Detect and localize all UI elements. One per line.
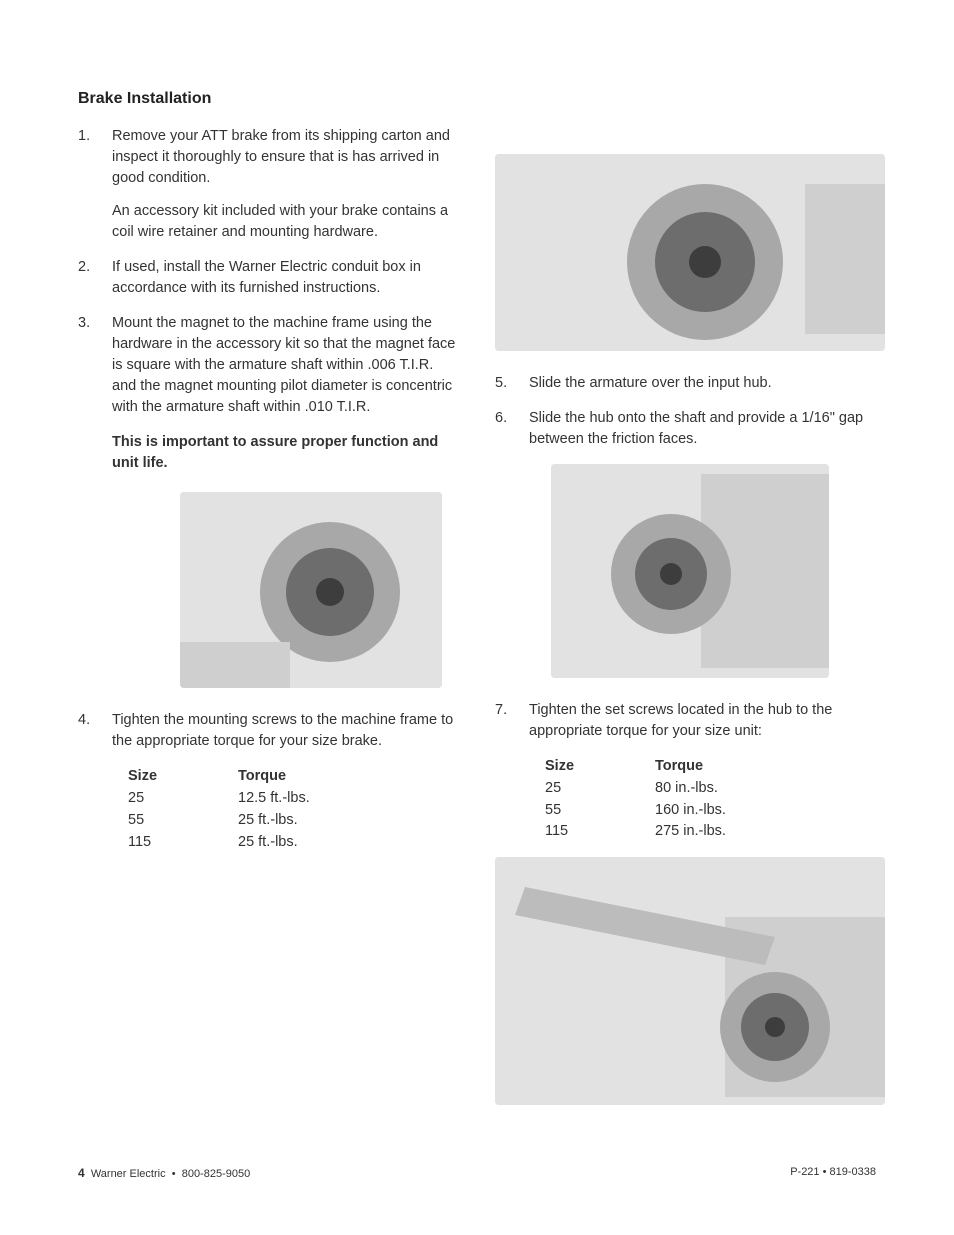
col-size-header: Size — [128, 766, 238, 788]
left-column: 1. Remove your ATT brake from its shippi… — [78, 126, 459, 1105]
step-body: Slide the hub onto the shaft and provide… — [529, 408, 876, 450]
torque-cell: 275 in.-lbs. — [655, 821, 726, 843]
brake-illustration-icon — [551, 464, 829, 678]
torque-cell: 12.5 ft.-lbs. — [238, 788, 310, 810]
footer-left: 4 Warner Electric • 800-825-9050 — [78, 1166, 250, 1180]
step-body: Slide the armature over the input hub. — [529, 373, 876, 394]
step-number: 4. — [78, 710, 112, 752]
size-cell: 25 — [128, 788, 238, 810]
figure-step-3 — [180, 492, 442, 688]
torque-cell: 80 in.-lbs. — [655, 778, 718, 800]
step-1: 1. Remove your ATT brake from its shippi… — [78, 126, 459, 243]
col-size-header: Size — [545, 756, 655, 778]
step-6: 6. Slide the hub onto the shaft and prov… — [495, 408, 876, 450]
col-torque-header: Torque — [655, 756, 703, 778]
step-number: 1. — [78, 126, 112, 243]
step-text: Remove your ATT brake from its shipping … — [112, 126, 459, 189]
step-4: 4. Tighten the mounting screws to the ma… — [78, 710, 459, 752]
step-text: Slide the hub onto the shaft and provide… — [529, 408, 876, 450]
step-body: If used, install the Warner Electric con… — [112, 257, 459, 299]
brake-illustration-icon — [495, 857, 885, 1105]
table-row: 25 80 in.-lbs. — [545, 778, 876, 800]
two-column-layout: 1. Remove your ATT brake from its shippi… — [78, 126, 876, 1105]
right-column: 5. Slide the armature over the input hub… — [495, 126, 876, 1105]
size-cell: 25 — [545, 778, 655, 800]
step-body: Tighten the set screws located in the hu… — [529, 700, 876, 742]
page: Brake Installation 1. Remove your ATT br… — [0, 0, 954, 1235]
bold-note: This is important to assure proper funct… — [112, 432, 459, 474]
step-2: 2. If used, install the Warner Electric … — [78, 257, 459, 299]
step-number: 3. — [78, 313, 112, 418]
size-cell: 115 — [545, 821, 655, 843]
size-cell: 55 — [128, 810, 238, 832]
footer-company: Warner Electric — [91, 1168, 166, 1180]
col-torque-header: Torque — [238, 766, 286, 788]
size-cell: 55 — [545, 800, 655, 822]
step-text: Slide the armature over the input hub. — [529, 373, 876, 394]
step-number: 5. — [495, 373, 529, 394]
bullet-icon: • — [172, 1168, 176, 1180]
step-body: Mount the magnet to the machine frame us… — [112, 313, 459, 418]
figure-top-right — [495, 154, 885, 351]
section-heading: Brake Installation — [78, 90, 876, 108]
step-3: 3. Mount the magnet to the machine frame… — [78, 313, 459, 418]
step-body: Tighten the mounting screws to the machi… — [112, 710, 459, 752]
torque-cell: 160 in.-lbs. — [655, 800, 726, 822]
figure-mid-right — [551, 464, 829, 678]
brake-illustration-icon — [180, 492, 442, 688]
table-row: 115 25 ft.-lbs. — [128, 832, 459, 854]
table-row: 115 275 in.-lbs. — [545, 821, 876, 843]
torque-cell: 25 ft.-lbs. — [238, 832, 298, 854]
torque-table-step-7: Size Torque 25 80 in.-lbs. 55 160 in.-lb… — [545, 756, 876, 843]
step-text: Tighten the mounting screws to the machi… — [112, 710, 459, 752]
table-row: 25 12.5 ft.-lbs. — [128, 788, 459, 810]
table-header-row: Size Torque — [545, 756, 876, 778]
table-row: 55 25 ft.-lbs. — [128, 810, 459, 832]
footer-right: P-221 • 819-0338 — [790, 1166, 876, 1180]
footer-phone: 800-825-9050 — [182, 1168, 251, 1180]
step-text: If used, install the Warner Electric con… — [112, 257, 459, 299]
step-text: An accessory kit included with your brak… — [112, 201, 459, 243]
step-text: Mount the magnet to the machine frame us… — [112, 313, 459, 418]
figure-bottom-right — [495, 857, 885, 1105]
page-number: 4 — [78, 1166, 85, 1180]
step-number: 7. — [495, 700, 529, 742]
page-footer: 4 Warner Electric • 800-825-9050 P-221 •… — [78, 1166, 876, 1180]
step-7: 7. Tighten the set screws located in the… — [495, 700, 876, 742]
step-body: Remove your ATT brake from its shipping … — [112, 126, 459, 243]
torque-cell: 25 ft.-lbs. — [238, 810, 298, 832]
step-number: 6. — [495, 408, 529, 450]
size-cell: 115 — [128, 832, 238, 854]
table-row: 55 160 in.-lbs. — [545, 800, 876, 822]
step-number: 2. — [78, 257, 112, 299]
brake-illustration-icon — [495, 154, 885, 351]
step-5: 5. Slide the armature over the input hub… — [495, 373, 876, 394]
torque-table-step-4: Size Torque 25 12.5 ft.-lbs. 55 25 ft.-l… — [128, 766, 459, 853]
table-header-row: Size Torque — [128, 766, 459, 788]
step-text: Tighten the set screws located in the hu… — [529, 700, 876, 742]
